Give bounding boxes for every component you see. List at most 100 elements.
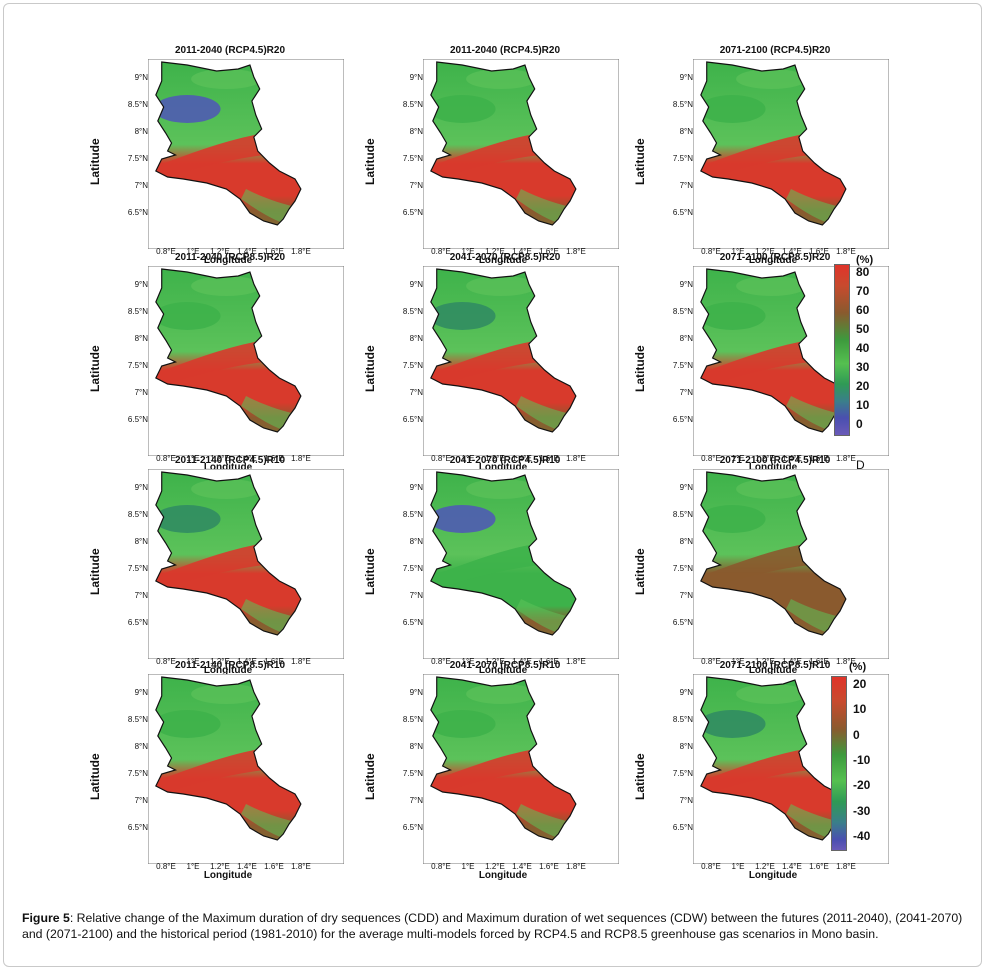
lat-tick-label: 8.5°N	[127, 100, 148, 109]
legend-level-label: 10	[853, 702, 867, 717]
lat-tick-label: 7.5°N	[672, 564, 693, 573]
lon-tick-label: 1.8°E	[836, 862, 856, 871]
map-panel: 2011-2040 (RCP8.5)R20 Latitude 9°N 8.5°N 8°N…	[80, 252, 380, 473]
panel-title: 2041-2070 (RCP8.5)R10	[449, 660, 561, 671]
lon-tick-label: 1.8°E	[291, 862, 311, 871]
lon-ticks: 0.8°E 1°E 1.2°E 1.4°E 1.6°E 1.8°E	[423, 454, 619, 464]
basin-map	[693, 266, 889, 456]
basin-map	[423, 469, 619, 659]
lon-tick-label: 1.6°E	[809, 862, 829, 871]
lon-tick-label: 1°E	[731, 454, 745, 463]
lat-tick-label: 8.5°N	[672, 307, 693, 316]
lat-tick-label: 6.5°N	[127, 415, 148, 424]
caption-text: : Relative change of the Maximum duratio…	[22, 911, 963, 941]
basin-map	[148, 59, 344, 249]
y-axis-label: Latitude	[363, 138, 377, 185]
lat-tick-label: 7°N	[134, 591, 148, 600]
legend-r20-unit: (%)	[856, 254, 874, 266]
map-panel: 2071-2100 (RCP4.5)R20 Latitude 9°N 8.5°N 8°N…	[625, 45, 925, 266]
lon-tick-label: 1°E	[186, 454, 200, 463]
legend-level-label: -40	[853, 829, 871, 843]
lat-tick-label: 8.5°N	[402, 510, 423, 519]
legend-level-label: 0	[853, 727, 860, 742]
basin-map	[423, 266, 619, 456]
lat-tick-label: 7°N	[134, 181, 148, 190]
lon-tick-label: 1.2°E	[755, 862, 775, 871]
lat-tick-label: 9°N	[679, 73, 693, 82]
lon-tick-label: 0.8°E	[431, 247, 451, 256]
lon-tick-label: 1.6°E	[539, 657, 559, 666]
lat-tick-label: 9°N	[409, 280, 423, 289]
map-panel: 2071-2100 (RCP8.5)R20 Latitude 9°N 8.5°N 8°N…	[625, 252, 925, 473]
panel-marker: D	[856, 458, 865, 472]
lat-tick-label: 8°N	[409, 334, 423, 343]
lat-tick-label: 9°N	[134, 280, 148, 289]
lat-tick-label: 6.5°N	[127, 823, 148, 832]
lat-tick-label: 8.5°N	[672, 100, 693, 109]
lat-tick-label: 7°N	[409, 796, 423, 805]
lat-tick-label: 8°N	[134, 127, 148, 136]
map-panel: 2011-2140 (RCP8.5)R10 Latitude 9°N 8.5°N 8°N…	[80, 660, 380, 881]
lon-tick-label: 1.2°E	[755, 657, 775, 666]
lat-tick-label: 8°N	[679, 537, 693, 546]
panel-title: 2011-2040 (RCP4.5)R20	[174, 45, 286, 56]
lon-tick-label: 1.6°E	[539, 862, 559, 871]
x-axis-label: Longitude	[203, 462, 253, 473]
lon-tick-label: 0.8°E	[156, 247, 176, 256]
panel-title: 2041-2070 (RCP4.5)R10	[449, 455, 561, 466]
x-axis-label: Longitude	[203, 255, 253, 266]
lon-tick-label: 0.8°E	[431, 454, 451, 463]
lat-tick-label: 7°N	[134, 796, 148, 805]
lat-tick-label: 8°N	[679, 742, 693, 751]
lat-tick-label: 9°N	[679, 280, 693, 289]
lat-tick-label: 7°N	[679, 388, 693, 397]
lon-ticks: 0.8°E 1°E 1.2°E 1.4°E 1.6°E 1.8°E	[423, 247, 619, 257]
lat-tick-label: 6.5°N	[672, 618, 693, 627]
lon-tick-label: 1.4°E	[782, 657, 802, 666]
lon-tick-label: 1.2°E	[210, 862, 230, 871]
lon-tick-label: 1°E	[731, 862, 745, 871]
lat-tick-label: 7.5°N	[127, 154, 148, 163]
legend-level-label: -10	[853, 753, 871, 767]
x-axis-label: Longitude	[478, 870, 528, 881]
lon-tick-label: 1.4°E	[512, 247, 532, 256]
lat-tick-label: 8.5°N	[402, 715, 423, 724]
figure-caption: Figure 5: Relative change of the Maximum…	[22, 910, 967, 942]
lon-tick-label: 1°E	[461, 247, 475, 256]
lon-tick-label: 0.8°E	[701, 862, 721, 871]
lat-tick-label: 7°N	[679, 796, 693, 805]
lat-tick-label: 6.5°N	[402, 415, 423, 424]
legend-level-label: 0	[856, 417, 863, 431]
lon-tick-label: 1.6°E	[264, 657, 284, 666]
lon-tick-label: 0.8°E	[701, 247, 721, 256]
lat-tick-label: 7.5°N	[127, 564, 148, 573]
lon-tick-label: 1.4°E	[512, 862, 532, 871]
basin-map	[148, 266, 344, 456]
lon-ticks: 0.8°E 1°E 1.2°E 1.4°E 1.6°E 1.8°E	[693, 657, 889, 667]
y-axis-label: Latitude	[633, 548, 647, 595]
lat-tick-label: 6.5°N	[402, 618, 423, 627]
lat-tick-label: 8°N	[679, 127, 693, 136]
x-axis-label: Longitude	[748, 665, 798, 676]
x-axis-label: Longitude	[478, 665, 528, 676]
lon-tick-label: 1.2°E	[755, 454, 775, 463]
lat-tick-label: 8°N	[679, 334, 693, 343]
lat-tick-label: 8°N	[134, 742, 148, 751]
lat-tick-label: 7°N	[679, 591, 693, 600]
map-panel: 2041-2070 (RCP8.5)R20 Latitude 9°N 8.5°N 8°N…	[355, 252, 655, 473]
lat-tick-label: 9°N	[679, 483, 693, 492]
legend-level-label: 50	[856, 322, 870, 336]
lon-tick-label: 1.6°E	[264, 247, 284, 256]
lat-tick-label: 8.5°N	[672, 715, 693, 724]
lon-tick-label: 1.2°E	[485, 454, 505, 463]
map-panel: 2011-2140 (RCP4.5)R10 Latitude 9°N 8.5°N 8°N…	[80, 455, 380, 676]
x-axis-label: Longitude	[203, 665, 253, 676]
lon-ticks: 0.8°E 1°E 1.2°E 1.4°E 1.6°E 1.8°E	[693, 247, 889, 257]
lat-tick-label: 9°N	[409, 73, 423, 82]
x-axis-label: Longitude	[478, 255, 528, 266]
lon-tick-label: 1.4°E	[237, 862, 257, 871]
lat-tick-label: 8.5°N	[672, 510, 693, 519]
legend-level-label: 70	[856, 284, 870, 298]
lon-ticks: 0.8°E 1°E 1.2°E 1.4°E 1.6°E 1.8°E	[693, 862, 889, 872]
lat-tick-label: 6.5°N	[127, 208, 148, 217]
